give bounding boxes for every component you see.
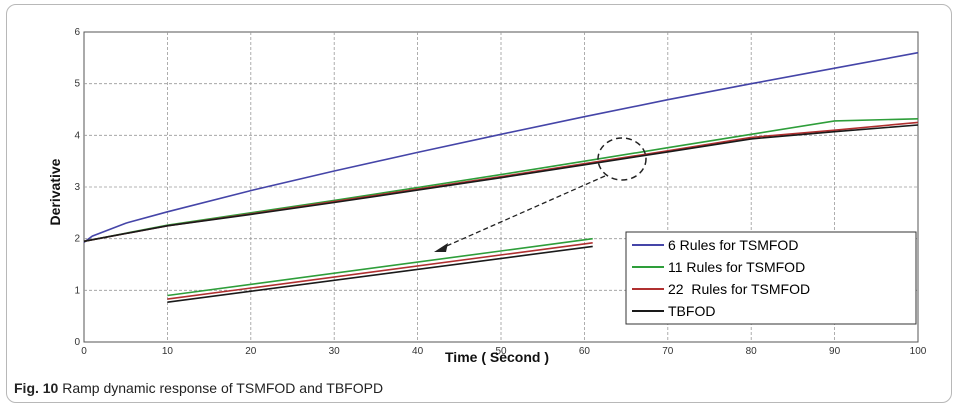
figure-frame bbox=[6, 4, 952, 403]
x-axis-label: Time ( Second ) bbox=[445, 349, 549, 365]
zoom-circle bbox=[597, 137, 647, 181]
x-tick-label: 10 bbox=[162, 346, 174, 357]
legend-label: 22 Rules for TSMFOD bbox=[668, 281, 810, 297]
caption-label: Fig. 10 bbox=[14, 380, 59, 396]
legend-label: TBFOD bbox=[668, 303, 715, 319]
y-tick-label: 2 bbox=[74, 234, 80, 245]
legend: 6 Rules for TSMFOD 11 Rules for TSMFOD 22 … bbox=[625, 231, 917, 325]
x-tick-label: 40 bbox=[412, 346, 424, 357]
series-lines bbox=[83, 51, 919, 303]
y-tick-label: 5 bbox=[74, 79, 80, 90]
series-line-1 bbox=[83, 51, 919, 243]
x-tick-label: 50 bbox=[495, 346, 507, 357]
x-tick-label: 0 bbox=[81, 346, 87, 357]
x-tick-label: 20 bbox=[245, 346, 257, 357]
legend-label: 6 Rules for TSMFOD bbox=[668, 237, 798, 253]
y-tick-label: 0 bbox=[74, 337, 80, 348]
legend-box bbox=[625, 231, 917, 325]
inset-series-line-2 bbox=[167, 242, 593, 300]
x-tick-label: 70 bbox=[662, 346, 674, 357]
zoom-arrow bbox=[441, 175, 606, 249]
x-tick-label: 80 bbox=[746, 346, 758, 357]
inset-series-line-3 bbox=[167, 245, 593, 303]
series-line-4 bbox=[83, 124, 919, 243]
x-tick-label: 90 bbox=[829, 346, 841, 357]
y-tick-label: 3 bbox=[74, 182, 80, 193]
inset-series-line-1 bbox=[167, 237, 593, 297]
legend-label: 11 Rules for TSMFOD bbox=[668, 259, 805, 275]
figure-caption: Fig. 10 Ramp dynamic response of TSMFOD … bbox=[14, 380, 383, 396]
y-tick-label: 4 bbox=[74, 130, 80, 141]
y-tick-label: 1 bbox=[74, 285, 80, 296]
ramp-response-chart: 0 10 20 30 40 50 60 70 80 90 100 0 1 2 3 4 5 6 6 Rules fo… bbox=[47, 27, 927, 365]
series-line-2 bbox=[83, 118, 919, 243]
caption-text: Ramp dynamic response of TSMFOD and TBFO… bbox=[62, 380, 384, 396]
y-tick-label: 6 bbox=[74, 27, 80, 38]
zoom-arrowhead bbox=[434, 243, 448, 252]
x-tick-label: 60 bbox=[579, 346, 591, 357]
tick-labels: 0 10 20 30 40 50 60 70 80 90 100 0 1 2 3 4 5 6 bbox=[74, 27, 926, 357]
x-tick-label: 30 bbox=[329, 346, 341, 357]
zoom-annotation bbox=[434, 137, 647, 252]
y-axis-label: Derivative bbox=[47, 158, 63, 225]
x-tick-label: 100 bbox=[910, 346, 927, 357]
